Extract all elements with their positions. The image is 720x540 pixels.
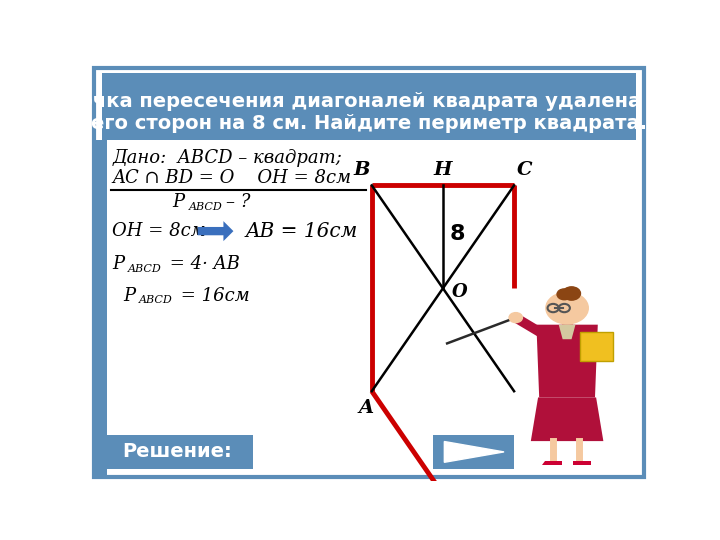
Text: H: H xyxy=(433,161,452,179)
Polygon shape xyxy=(572,461,590,465)
Text: Решение:: Решение: xyxy=(122,442,233,461)
Text: C: C xyxy=(516,161,532,179)
Text: Точка пересечения диагоналей квадрата удалена от: Точка пересечения диагоналей квадрата уд… xyxy=(66,92,672,111)
Polygon shape xyxy=(536,325,598,397)
FancyBboxPatch shape xyxy=(102,73,636,140)
FancyBboxPatch shape xyxy=(94,140,107,477)
Text: Дано:  ABCD – квадрат;: Дано: ABCD – квадрат; xyxy=(112,150,342,167)
Text: P: P xyxy=(124,287,135,305)
FancyBboxPatch shape xyxy=(94,68,644,477)
Text: AB = 16см: AB = 16см xyxy=(245,221,357,241)
Circle shape xyxy=(562,287,580,300)
Polygon shape xyxy=(559,325,575,339)
Circle shape xyxy=(557,289,572,300)
Text: = 4· AB: = 4· AB xyxy=(164,255,240,273)
Text: 8: 8 xyxy=(449,224,464,244)
Polygon shape xyxy=(531,397,603,441)
FancyBboxPatch shape xyxy=(580,332,613,361)
Polygon shape xyxy=(542,461,562,465)
Text: A: A xyxy=(359,399,374,417)
Circle shape xyxy=(546,292,588,324)
Text: ABCD: ABCD xyxy=(189,202,223,212)
FancyBboxPatch shape xyxy=(433,435,514,469)
Text: P: P xyxy=(173,193,185,211)
FancyBboxPatch shape xyxy=(102,435,253,469)
Text: – ?: – ? xyxy=(226,193,251,211)
Text: его сторон на 8 см. Найдите периметр квадрата.: его сторон на 8 см. Найдите периметр ква… xyxy=(91,114,647,133)
Text: B: B xyxy=(354,161,370,179)
Text: O: O xyxy=(452,284,467,301)
Text: OH = 8см: OH = 8см xyxy=(112,222,206,240)
Polygon shape xyxy=(444,442,504,462)
Text: AC ∩ BD = O    OH = 8см: AC ∩ BD = O OH = 8см xyxy=(112,169,351,187)
Text: ABCD: ABCD xyxy=(139,295,173,305)
Text: = 16см: = 16см xyxy=(176,287,250,305)
Text: ABCD: ABCD xyxy=(128,264,162,274)
Text: P: P xyxy=(112,255,125,273)
Circle shape xyxy=(509,313,523,322)
FancyBboxPatch shape xyxy=(562,313,572,325)
